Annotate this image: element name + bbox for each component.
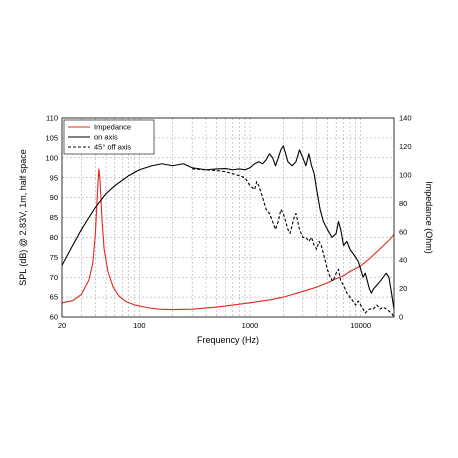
y-right-tick-label: 0 xyxy=(399,313,403,322)
y-axis-right-title: Impedance (Ohm) xyxy=(424,181,434,254)
y-right-tick-label: 20 xyxy=(399,284,407,293)
y-left-tick-label: 70 xyxy=(50,273,58,282)
y-right-tick-label: 60 xyxy=(399,227,407,236)
plot-frame xyxy=(61,117,395,318)
y-left-tick-label: 90 xyxy=(50,193,58,202)
y-right-tick-label: 100 xyxy=(399,170,412,179)
legend-label: on axis xyxy=(94,133,118,142)
y-left-tick-label: 75 xyxy=(50,253,58,262)
y-right-tick-label: 80 xyxy=(399,199,407,208)
x-tick-label: 1000 xyxy=(242,321,259,330)
series-line-45-off-axis xyxy=(192,168,394,317)
y-left-tick-label: 95 xyxy=(50,173,58,182)
y-left-tick-label: 80 xyxy=(50,233,58,242)
legend-label: Impedance xyxy=(94,123,131,132)
series-line-impedance xyxy=(62,168,394,311)
x-tick-label: 100 xyxy=(133,321,146,330)
x-tick-label: 20 xyxy=(58,321,66,330)
y-left-tick-label: 110 xyxy=(46,114,58,123)
grid xyxy=(62,118,394,317)
y-right-tick-label: 120 xyxy=(399,142,412,151)
y-left-tick-label: 60 xyxy=(50,313,58,322)
y-right-tick-label: 140 xyxy=(399,114,412,123)
y-left-tick-label: 85 xyxy=(50,213,58,222)
series-line-on-axis xyxy=(62,145,394,310)
x-tick-label: 10000 xyxy=(350,321,371,330)
series-layer xyxy=(62,145,394,317)
x-axis-title: Frequency (Hz) xyxy=(197,335,259,345)
y-left-tick-label: 100 xyxy=(45,153,58,162)
y-left-tick-label: 65 xyxy=(50,293,58,302)
tick-labels: 20 100 1000 10000 60 65 70 75 80 85 90 95 100 105 110 0… xyxy=(45,114,411,330)
y-left-tick-label: 105 xyxy=(45,134,58,143)
y-right-tick-label: 40 xyxy=(399,256,407,265)
legend-label: 45° off axis xyxy=(94,143,131,152)
y-axis-left-title: SPL (dB) @ 2.83V, 1m, half space xyxy=(18,149,28,286)
